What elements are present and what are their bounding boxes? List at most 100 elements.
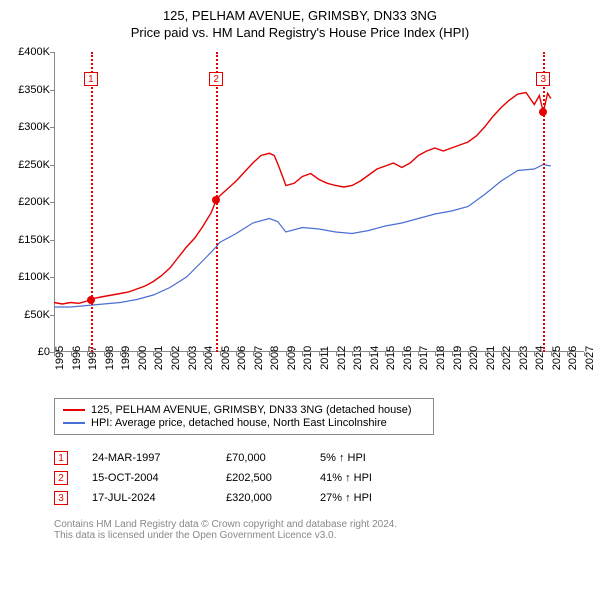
y-tick <box>50 52 54 53</box>
y-tick-label: £200K <box>10 196 50 208</box>
x-tick-label: 2012 <box>336 346 348 370</box>
x-tick <box>220 352 221 356</box>
x-tick <box>501 352 502 356</box>
chart-area: £0£50K£100K£150K£200K£250K£300K£350K£400… <box>10 46 590 396</box>
x-tick-label: 2014 <box>369 346 381 370</box>
x-tick <box>120 352 121 356</box>
event-point <box>212 196 220 204</box>
y-tick <box>50 202 54 203</box>
event-row: 215-OCT-2004£202,50041% ↑ HPI <box>54 471 580 485</box>
y-tick-label: £350K <box>10 84 50 96</box>
event-row: 3 17-JUL-2024 £320,000 27% ↑ HPI <box>54 491 580 505</box>
x-tick-label: 2022 <box>501 346 513 370</box>
x-tick-label: 2025 <box>551 346 563 370</box>
event-pct-vs-hpi: 27% ↑ HPI <box>320 492 410 504</box>
event-guideline <box>543 52 545 352</box>
x-tick-label: 2002 <box>170 346 182 370</box>
x-tick-label: 2003 <box>187 346 199 370</box>
legend-label: HPI: Average price, detached house, Nort… <box>91 417 387 429</box>
x-tick-label: 2015 <box>385 346 397 370</box>
x-tick <box>203 352 204 356</box>
x-tick <box>352 352 353 356</box>
x-tick <box>319 352 320 356</box>
event-number-box: 3 <box>54 491 68 505</box>
x-tick-label: 2009 <box>286 346 298 370</box>
y-tick <box>50 315 54 316</box>
x-tick-label: 1998 <box>104 346 116 370</box>
x-tick-label: 2010 <box>302 346 314 370</box>
event-marker: 3 <box>536 72 550 86</box>
x-tick-label: 2020 <box>468 346 480 370</box>
x-tick <box>137 352 138 356</box>
x-tick <box>468 352 469 356</box>
legend-item: 125, PELHAM AVENUE, GRIMSBY, DN33 3NG (d… <box>63 404 425 416</box>
event-price: £320,000 <box>226 492 296 504</box>
x-tick <box>187 352 188 356</box>
x-tick-label: 2019 <box>452 346 464 370</box>
x-tick <box>567 352 568 356</box>
event-row: 124-MAR-1997£70,0005% ↑ HPI <box>54 451 580 465</box>
y-tick-label: £100K <box>10 271 50 283</box>
event-price: £70,000 <box>226 452 296 464</box>
event-point <box>87 296 95 304</box>
legend-label: 125, PELHAM AVENUE, GRIMSBY, DN33 3NG (d… <box>91 404 412 416</box>
address-title: 125, PELHAM AVENUE, GRIMSBY, DN33 3NG <box>10 8 590 23</box>
title-block: 125, PELHAM AVENUE, GRIMSBY, DN33 3NG Pr… <box>10 6 590 46</box>
x-tick-label: 2023 <box>518 346 530 370</box>
x-tick-label: 2005 <box>220 346 232 370</box>
legend: 125, PELHAM AVENUE, GRIMSBY, DN33 3NG (d… <box>54 398 434 435</box>
x-tick <box>104 352 105 356</box>
event-guideline <box>91 52 93 352</box>
footer-line-2: This data is licensed under the Open Gov… <box>54 530 580 541</box>
x-tick <box>518 352 519 356</box>
x-tick <box>584 352 585 356</box>
x-tick <box>269 352 270 356</box>
x-tick-label: 1995 <box>54 346 66 370</box>
chart-subtitle: Price paid vs. HM Land Registry's House … <box>10 25 590 40</box>
x-tick-label: 2006 <box>236 346 248 370</box>
x-tick <box>87 352 88 356</box>
y-tick-label: £150K <box>10 234 50 246</box>
event-point <box>539 108 547 116</box>
x-tick-label: 2011 <box>319 346 331 370</box>
x-tick-label: 2021 <box>485 346 497 370</box>
footer-line-1: Contains HM Land Registry data © Crown c… <box>54 519 580 530</box>
legend-item: HPI: Average price, detached house, Nort… <box>63 417 425 429</box>
x-tick-label: 2007 <box>253 346 265 370</box>
x-tick <box>236 352 237 356</box>
x-tick-label: 2008 <box>269 346 281 370</box>
legend-swatch <box>63 422 85 424</box>
x-tick <box>253 352 254 356</box>
event-pct-vs-hpi: 41% ↑ HPI <box>320 472 410 484</box>
x-tick <box>170 352 171 356</box>
x-tick-label: 2001 <box>153 346 165 370</box>
y-tick <box>50 127 54 128</box>
x-tick-label: 2018 <box>435 346 447 370</box>
x-tick <box>418 352 419 356</box>
x-tick <box>153 352 154 356</box>
plot-area <box>54 52 584 352</box>
y-tick <box>50 277 54 278</box>
event-date: 17-JUL-2024 <box>92 492 202 504</box>
x-tick <box>54 352 55 356</box>
x-tick-label: 2000 <box>137 346 149 370</box>
x-tick-label: 2027 <box>584 346 596 370</box>
event-date: 24-MAR-1997 <box>92 452 202 464</box>
event-number-box: 1 <box>54 451 68 465</box>
x-tick <box>71 352 72 356</box>
x-tick <box>452 352 453 356</box>
x-tick <box>534 352 535 356</box>
chart-container: 125, PELHAM AVENUE, GRIMSBY, DN33 3NG Pr… <box>0 0 600 590</box>
y-tick-label: £400K <box>10 46 50 58</box>
x-tick <box>402 352 403 356</box>
x-tick <box>385 352 386 356</box>
y-tick <box>50 90 54 91</box>
y-tick-label: £50K <box>10 309 50 321</box>
x-tick-label: 2004 <box>203 346 215 370</box>
y-tick <box>50 165 54 166</box>
event-marker: 1 <box>84 72 98 86</box>
x-tick-label: 1999 <box>120 346 132 370</box>
x-tick <box>286 352 287 356</box>
x-tick <box>369 352 370 356</box>
x-tick-label: 1997 <box>87 346 99 370</box>
